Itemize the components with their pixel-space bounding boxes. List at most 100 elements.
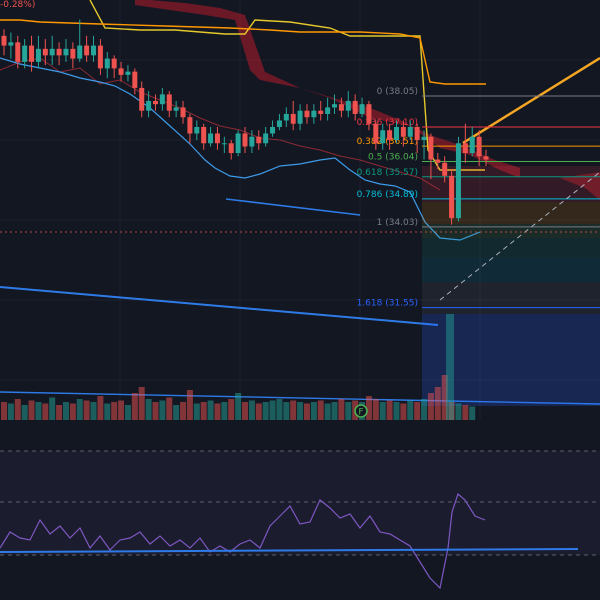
volume-bar (448, 402, 455, 420)
fib-level-label: 0.786 (34.89) (357, 190, 418, 200)
ichimoku-cloud-right (560, 172, 600, 200)
candle (166, 91, 172, 118)
candle (97, 39, 103, 75)
volume-bar (62, 402, 69, 420)
candle (428, 133, 434, 180)
candle (35, 35, 41, 69)
fib-diagonal (439, 171, 600, 301)
candle (311, 104, 317, 124)
kijun-line (89, 0, 485, 171)
candle (194, 120, 200, 140)
candle (49, 35, 55, 66)
fib-zone-5 (422, 258, 600, 282)
candle (414, 123, 420, 154)
volume-bar (407, 400, 414, 420)
candle (42, 39, 48, 66)
trendline-bottom (0, 391, 600, 405)
fib-zone-extension (422, 314, 600, 406)
candle (469, 126, 475, 157)
candle (393, 120, 399, 144)
volume-bar (400, 403, 407, 420)
candle (290, 100, 296, 131)
volume-bar (310, 402, 317, 420)
volume-bar (97, 396, 104, 420)
earnings-marker[interactable]: F (354, 404, 368, 418)
trendline-long (0, 286, 439, 326)
candle (276, 113, 282, 131)
volume-bar (421, 399, 428, 420)
volume-bar (1, 402, 7, 420)
candle (201, 123, 207, 150)
volume-bar (28, 400, 35, 420)
rsi-pane[interactable] (0, 421, 600, 590)
fib-level-label: 0 (38.05) (377, 87, 418, 97)
volume-bar (283, 402, 290, 420)
volume-bar (414, 402, 421, 420)
trendline-orange (462, 56, 600, 145)
volume-bar (427, 393, 434, 420)
candle (29, 35, 35, 72)
volume-bar (69, 403, 76, 420)
candle (352, 94, 358, 121)
candle (304, 104, 310, 124)
candle (407, 120, 413, 140)
candle (359, 97, 365, 118)
candle (256, 130, 262, 150)
candle (449, 169, 455, 225)
candle (242, 126, 248, 154)
candle (1, 29, 7, 56)
candle (228, 140, 234, 160)
volume-bar (159, 400, 166, 420)
volume-bar (462, 405, 469, 420)
lagging-span (0, 57, 441, 191)
candle (325, 97, 331, 121)
volume-bar (255, 403, 262, 420)
volume-bar (434, 387, 441, 420)
volume-bar (317, 400, 324, 420)
candle (132, 68, 138, 95)
candles (1, 19, 489, 225)
candle (146, 91, 152, 118)
candle (180, 100, 186, 124)
candle (173, 100, 179, 118)
candle (208, 126, 214, 147)
earnings-marker-circle (354, 404, 368, 418)
candle (263, 126, 269, 147)
candle (77, 19, 83, 62)
volume-bar (269, 400, 276, 420)
candle (435, 153, 441, 170)
rsi-trendline (0, 548, 579, 553)
volume-bar (35, 402, 42, 420)
volume-bar (455, 403, 462, 420)
volume-bar (469, 406, 476, 420)
volume-bar (14, 399, 21, 420)
tenkan-line (0, 57, 481, 241)
volume-bar (365, 396, 372, 420)
fib-level-label: 1.618 (31.55) (357, 299, 418, 309)
volume-bar (379, 402, 386, 420)
candle (235, 130, 241, 157)
volume-bar (145, 399, 152, 420)
volume-bar (21, 405, 28, 420)
fib-zone-2 (422, 202, 600, 224)
candle (332, 94, 338, 114)
candle (373, 120, 379, 150)
volume-bar (118, 400, 125, 420)
fib-zone-1 (422, 166, 600, 202)
candle (421, 130, 427, 160)
volume-bar (90, 402, 97, 420)
volume-bar (111, 402, 118, 420)
volume-bar (242, 402, 248, 420)
volume-bar (393, 402, 400, 420)
candle (111, 55, 117, 79)
trendline-support (225, 198, 361, 216)
candle (366, 100, 372, 131)
fib-zone-4 (422, 238, 600, 258)
candle (159, 87, 165, 111)
volume-bar (7, 403, 14, 420)
volume-bar (186, 390, 193, 420)
volume-bar (76, 399, 83, 420)
volume-bar (42, 403, 49, 420)
volume-bar (104, 403, 111, 420)
